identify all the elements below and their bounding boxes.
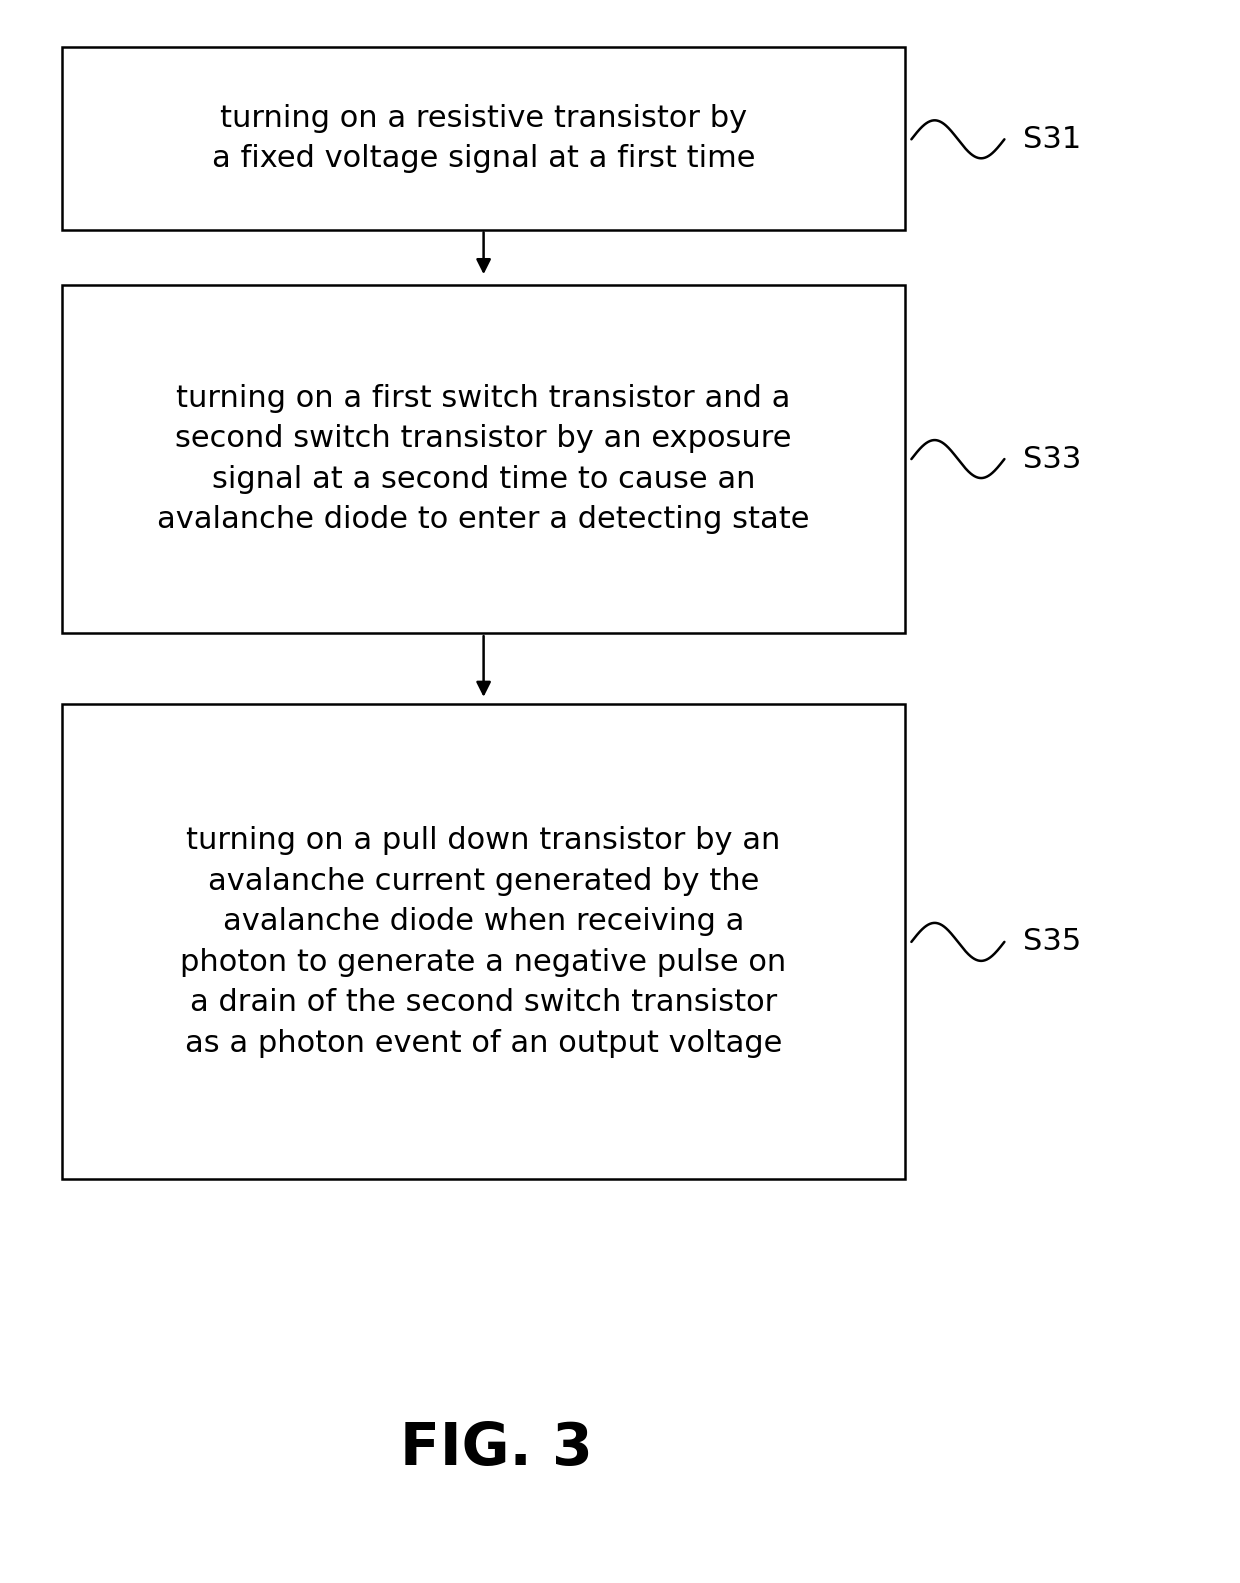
Text: S35: S35	[1023, 928, 1081, 956]
Text: S31: S31	[1023, 125, 1081, 154]
FancyBboxPatch shape	[62, 704, 905, 1179]
FancyBboxPatch shape	[62, 47, 905, 230]
Text: turning on a first switch transistor and a
second switch transistor by an exposu: turning on a first switch transistor and…	[157, 383, 810, 535]
Text: turning on a resistive transistor by
a fixed voltage signal at a first time: turning on a resistive transistor by a f…	[212, 104, 755, 173]
Text: S33: S33	[1023, 445, 1081, 473]
FancyBboxPatch shape	[62, 285, 905, 633]
Text: FIG. 3: FIG. 3	[399, 1420, 593, 1477]
Text: turning on a pull down transistor by an
avalanche current generated by the
avala: turning on a pull down transistor by an …	[181, 826, 786, 1057]
